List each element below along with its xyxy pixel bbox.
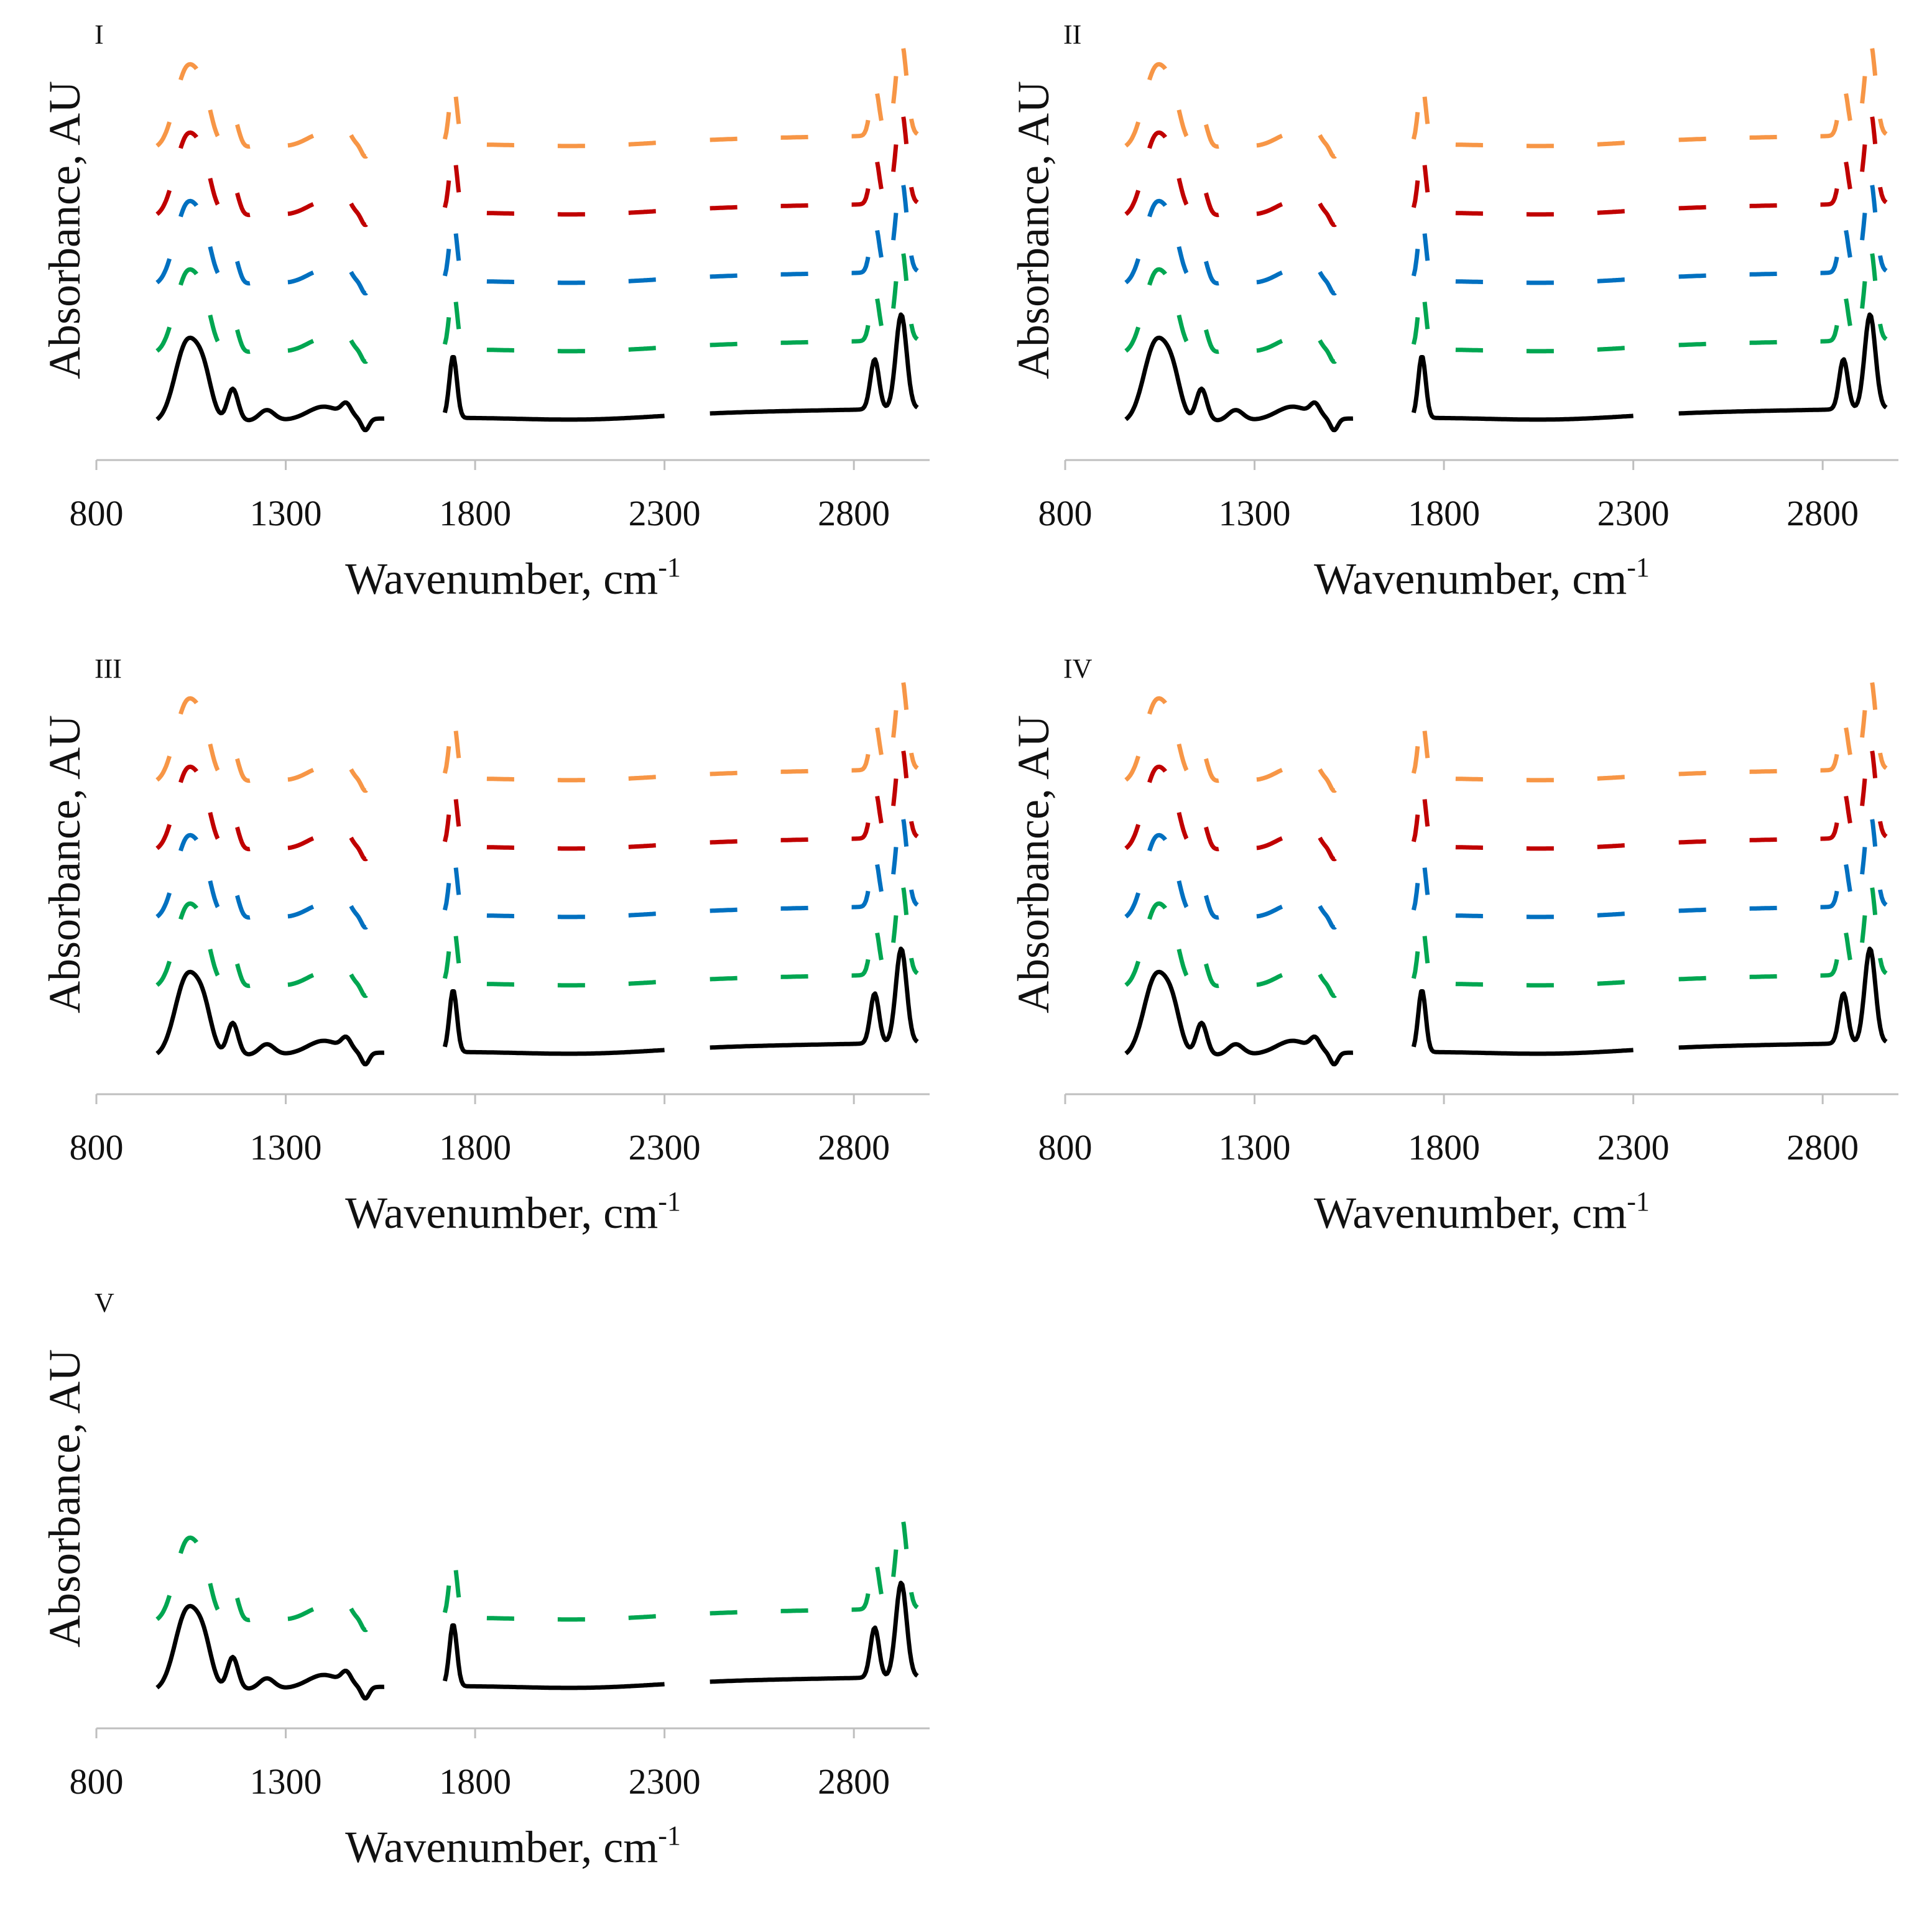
panel-label-II: II: [1063, 19, 1081, 50]
x-tick-label: 1800: [439, 1761, 511, 1802]
spectrum-black: [155, 1580, 919, 1701]
spectrum-orange: [1124, 673, 1888, 793]
x-tick-label: 1800: [1408, 1127, 1480, 1168]
spectrum-red: [1124, 741, 1888, 862]
x-axis-title: Wavenumber, cm-1: [1314, 552, 1650, 604]
x-tick-label: 1300: [250, 1127, 322, 1168]
spectrum-blue: [1124, 175, 1888, 296]
x-tick-label: 2800: [818, 493, 890, 533]
spectrum-red: [155, 741, 919, 862]
spectrum-black: [1124, 946, 1888, 1067]
y-axis-title: Absorbance, AU: [1009, 81, 1058, 379]
spectrum-black: [1124, 312, 1888, 433]
x-axis-title: Wavenumber, cm-1: [345, 552, 681, 604]
x-tick-label: 1300: [250, 1761, 322, 1802]
spectrum-green: [1124, 878, 1888, 998]
x-tick-label: 2300: [629, 1761, 701, 1802]
y-axis-title: Absorbance, AU: [40, 715, 90, 1013]
x-tick-label: 2800: [1786, 1127, 1859, 1168]
x-tick-label: 1800: [1408, 493, 1480, 533]
y-axis-title: Absorbance, AU: [40, 81, 90, 379]
spectrum-blue: [1124, 809, 1888, 930]
x-tick-label: 800: [70, 1761, 124, 1802]
spectrum-blue: [155, 809, 919, 930]
panel-label-V: V: [95, 1288, 114, 1318]
x-tick-label: 800: [1038, 493, 1093, 533]
x-tick-label: 2300: [629, 493, 701, 533]
x-tick-label: 1300: [250, 493, 322, 533]
x-tick-label: 2800: [818, 1127, 890, 1168]
spectrum-green: [155, 1512, 919, 1633]
spectrum-red: [1124, 107, 1888, 228]
spectrum-green: [155, 878, 919, 998]
spectrum-orange: [155, 39, 919, 159]
x-tick-label: 1300: [1219, 1127, 1291, 1168]
x-tick-label: 800: [1038, 1127, 1093, 1168]
x-tick-label: 800: [70, 493, 124, 533]
x-axis-title: Wavenumber, cm-1: [1314, 1186, 1650, 1238]
spectrum-red: [155, 107, 919, 228]
spectrum-orange: [155, 673, 919, 793]
x-tick-label: 2300: [629, 1127, 701, 1168]
spectrum-orange: [1124, 39, 1888, 159]
spectrum-blue: [155, 175, 919, 296]
x-tick-label: 1800: [439, 493, 511, 533]
x-tick-label: 2800: [818, 1761, 890, 1802]
x-tick-label: 2300: [1597, 493, 1670, 533]
x-axis-title: Wavenumber, cm-1: [345, 1186, 681, 1238]
x-tick-label: 2800: [1786, 493, 1859, 533]
panel-label-IV: IV: [1063, 653, 1093, 684]
spectrum-green: [1124, 244, 1888, 364]
panel-label-I: I: [95, 19, 104, 50]
x-tick-label: 2300: [1597, 1127, 1670, 1168]
panel-label-III: III: [95, 653, 122, 684]
panel-III: III Absorbance, AU 800 1300 1800 2300 2800 Wave…: [40, 653, 930, 1238]
x-tick-label: 800: [70, 1127, 124, 1168]
y-axis-title: Absorbance, AU: [40, 1349, 90, 1648]
spectrum-black: [155, 312, 919, 433]
spectrum-green: [155, 244, 919, 364]
panel-V: V Absorbance, AU 800 1300 1800 2300 2800 Wavenu…: [40, 1288, 930, 1872]
y-axis-title: Absorbance, AU: [1009, 715, 1058, 1013]
spectrum-black: [155, 946, 919, 1067]
x-tick-label: 1300: [1219, 493, 1291, 533]
x-tick-label: 1800: [439, 1127, 511, 1168]
x-axis-title: Wavenumber, cm-1: [345, 1820, 681, 1872]
